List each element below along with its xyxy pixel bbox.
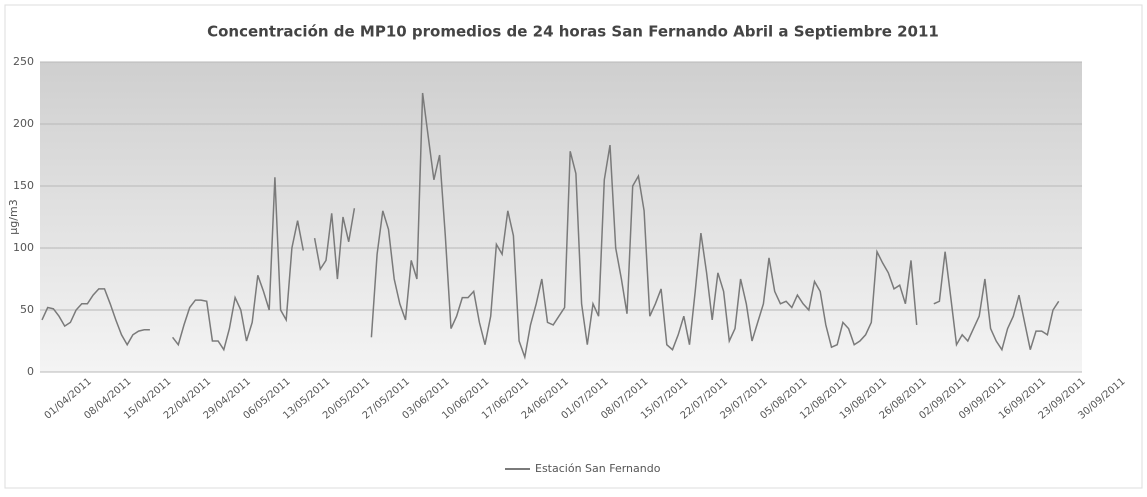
y-tick-label: 250 — [13, 55, 34, 68]
data-line — [41, 92, 1060, 361]
legend-label: Estación San Fernando — [535, 462, 661, 475]
chart-title: Concentración de MP10 promedios de 24 ho… — [207, 23, 939, 41]
y-axis-label: µg/m3 — [7, 199, 20, 234]
y-tick-label: 50 — [20, 303, 34, 316]
y-tick-label: 100 — [13, 241, 34, 254]
y-tick-label: 0 — [27, 365, 34, 378]
y-tick-label: 200 — [13, 117, 34, 130]
plot-area — [40, 62, 1082, 372]
y-tick-label: 150 — [13, 179, 34, 192]
